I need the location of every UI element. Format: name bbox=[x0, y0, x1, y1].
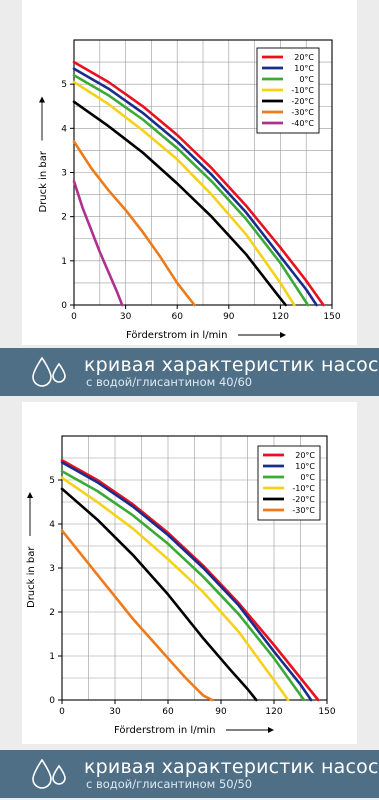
legend-label: -30°C bbox=[292, 506, 315, 515]
y-tick-label: 5 bbox=[61, 80, 67, 90]
y-axis-arrow-head bbox=[39, 96, 45, 103]
series-line bbox=[60, 476, 290, 702]
y-tick-label: 3 bbox=[49, 564, 55, 574]
y-tick-label: 1 bbox=[49, 652, 55, 662]
y-axis-label: Druck in bar bbox=[38, 150, 49, 212]
water-drops-icon bbox=[32, 758, 66, 789]
x-tick-label: 30 bbox=[120, 312, 132, 322]
pump-curve-plot-1: 0 30 60 90 120 150 0 1 2 3 4 5 Förderstrom in l/min D… bbox=[38, 39, 341, 341]
legend-label: -40°C bbox=[291, 119, 314, 128]
pump-curve-chart-2: 0 30 60 90 120 150 0 1 2 3 4 5 Förderstrom in l/min D… bbox=[22, 402, 357, 744]
legend-label: -10°C bbox=[292, 484, 315, 493]
x-tick-label: 90 bbox=[223, 312, 235, 322]
x-tick-label: 150 bbox=[323, 312, 340, 322]
y-axis-label: Druck in bar bbox=[26, 546, 37, 608]
banner-subtitle: с водой/глисантином 50/50 bbox=[86, 777, 253, 791]
x-tick-label: 90 bbox=[215, 707, 227, 717]
y-tick-label: 1 bbox=[61, 257, 67, 267]
series-line bbox=[72, 67, 318, 307]
series-line bbox=[72, 80, 296, 307]
banner-subtitle: с водой/глисантином 40/60 bbox=[86, 375, 253, 389]
y-tick-label: 3 bbox=[61, 169, 67, 179]
x-tick-label: 120 bbox=[265, 707, 282, 717]
x-tick-label: 60 bbox=[162, 707, 174, 717]
y-tick-label: 4 bbox=[61, 124, 67, 134]
legend-label: -20°C bbox=[292, 495, 315, 504]
x-axis-arrow-head bbox=[268, 727, 274, 733]
series-line bbox=[60, 461, 313, 702]
banner-title: кривая характеристик насоса bbox=[84, 756, 379, 778]
series-line bbox=[72, 180, 124, 307]
legend-label: -10°C bbox=[291, 86, 314, 95]
series-line bbox=[72, 140, 196, 307]
series-line bbox=[60, 487, 258, 702]
x-tick-label: 60 bbox=[171, 312, 183, 322]
x-tick-label: 0 bbox=[71, 312, 77, 322]
series-line bbox=[60, 529, 214, 702]
legend-label: 0°C bbox=[300, 473, 315, 482]
x-tick-label: 30 bbox=[109, 707, 121, 717]
banner-title: кривая характеристик насоса bbox=[84, 354, 379, 376]
series-line bbox=[72, 100, 287, 307]
x-tick-label: 0 bbox=[59, 707, 65, 717]
y-tick-label: 4 bbox=[49, 520, 55, 530]
caption-banner-1: кривая характеристик насоса с водой/глис… bbox=[0, 348, 379, 396]
y-axis-arrow-head bbox=[27, 492, 33, 498]
y-tick-label: 5 bbox=[49, 476, 55, 486]
series-line bbox=[60, 458, 320, 702]
pump-curve-chart-1: 0 30 60 90 120 150 0 1 2 3 4 5 Förderstrom in l/min D… bbox=[22, 0, 357, 345]
caption-banner-2: кривая характеристик насоса с водой/глис… bbox=[0, 750, 379, 798]
legend-label: -20°C bbox=[291, 97, 314, 106]
y-tick-label: 0 bbox=[61, 301, 67, 311]
pump-curve-plot-2: 0 30 60 90 120 150 0 1 2 3 4 5 Förderstrom in l/min D… bbox=[26, 435, 336, 736]
y-tick-label: 2 bbox=[49, 608, 55, 618]
series-line bbox=[60, 469, 306, 702]
y-tick-label: 0 bbox=[49, 696, 55, 706]
legend-label: 10°C bbox=[295, 462, 315, 471]
x-axis-label: Förderstrom in l/min bbox=[126, 330, 227, 341]
legend-box bbox=[257, 445, 321, 521]
legend-label: 0°C bbox=[299, 75, 314, 84]
y-tick-label: 2 bbox=[61, 213, 67, 223]
legend-label: 20°C bbox=[294, 53, 314, 62]
series-line bbox=[72, 74, 310, 307]
legend-label: 10°C bbox=[294, 64, 314, 73]
legend-label: 20°C bbox=[295, 451, 315, 460]
x-axis-label: Förderstrom in l/min bbox=[114, 725, 215, 736]
water-drops-icon bbox=[32, 356, 66, 387]
legend-label: -30°C bbox=[291, 108, 314, 117]
series-line bbox=[72, 60, 325, 307]
x-tick-label: 120 bbox=[272, 312, 289, 322]
x-tick-label: 150 bbox=[318, 707, 335, 717]
x-axis-arrow-head bbox=[280, 332, 286, 338]
